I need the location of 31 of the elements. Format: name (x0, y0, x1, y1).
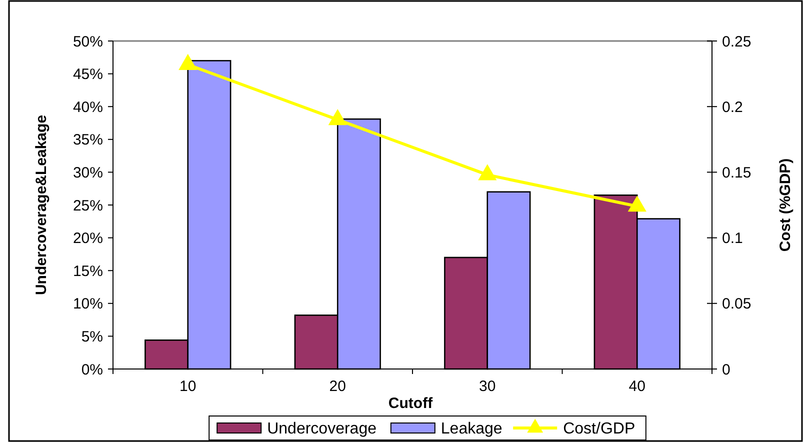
x-tick-label: 40 (628, 378, 646, 395)
point (328, 108, 347, 126)
y-tick-label: 35% (72, 132, 103, 149)
y2-tick-label: 0.1 (722, 230, 743, 248)
y2-tick-label: 0.15 (722, 164, 752, 182)
y-tick-label: 25% (72, 197, 103, 214)
x-axis-title: Cutoff (388, 395, 434, 412)
point (478, 164, 497, 180)
x-tick-label: 30 (479, 378, 496, 395)
legend-label: Cost/GDP (563, 420, 636, 438)
y-tick-label: 45% (72, 66, 103, 84)
y-tick-label: 30% (72, 164, 103, 182)
y-axis-title: Undercoverage&Leakage (33, 114, 50, 296)
y-tick-label: 0% (81, 361, 103, 378)
y-tick-label: 15% (72, 262, 103, 280)
y2-tick-label: 0.2 (722, 98, 743, 116)
y2-tick-label: 0 (722, 361, 730, 378)
legend-label: Undercoverage (267, 420, 377, 438)
point (628, 196, 646, 212)
y2-axis-title: Cost (%GDP) (777, 158, 794, 252)
y2-tick-label: 0.05 (722, 296, 752, 313)
y-tick-label: 50% (72, 33, 103, 50)
y-tick-label: 40% (72, 98, 103, 116)
y-tick-label: 10% (72, 296, 103, 313)
y-tick-label: 5% (81, 328, 103, 346)
x-tick-label: 20 (329, 378, 346, 395)
x-tick-label: 10 (180, 378, 196, 395)
legend-label: Leakage (440, 420, 502, 438)
y-tick-label: 20% (72, 230, 103, 248)
y2-tick-label: 0.25 (722, 33, 752, 50)
point (178, 54, 198, 70)
